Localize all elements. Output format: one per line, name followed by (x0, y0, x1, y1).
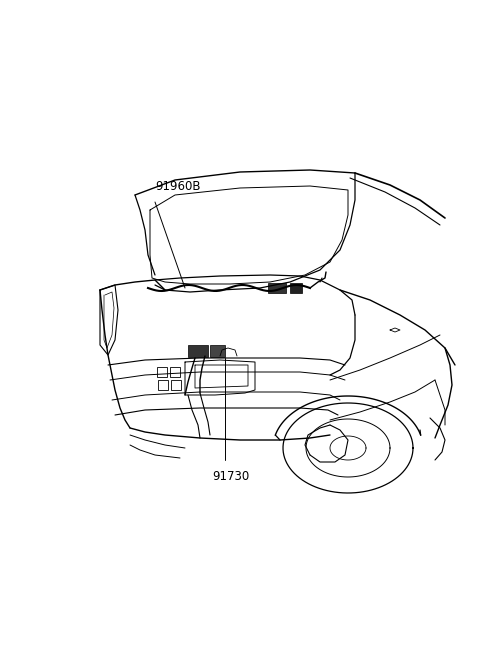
Bar (170, 367, 180, 377)
Bar (171, 380, 181, 390)
Bar (210, 345, 225, 357)
Text: 91730: 91730 (212, 470, 249, 483)
Text: 91960B: 91960B (155, 180, 201, 193)
Bar (157, 367, 167, 377)
Bar (290, 283, 302, 293)
Bar (268, 283, 286, 293)
Bar (188, 345, 208, 357)
Bar (158, 380, 168, 390)
